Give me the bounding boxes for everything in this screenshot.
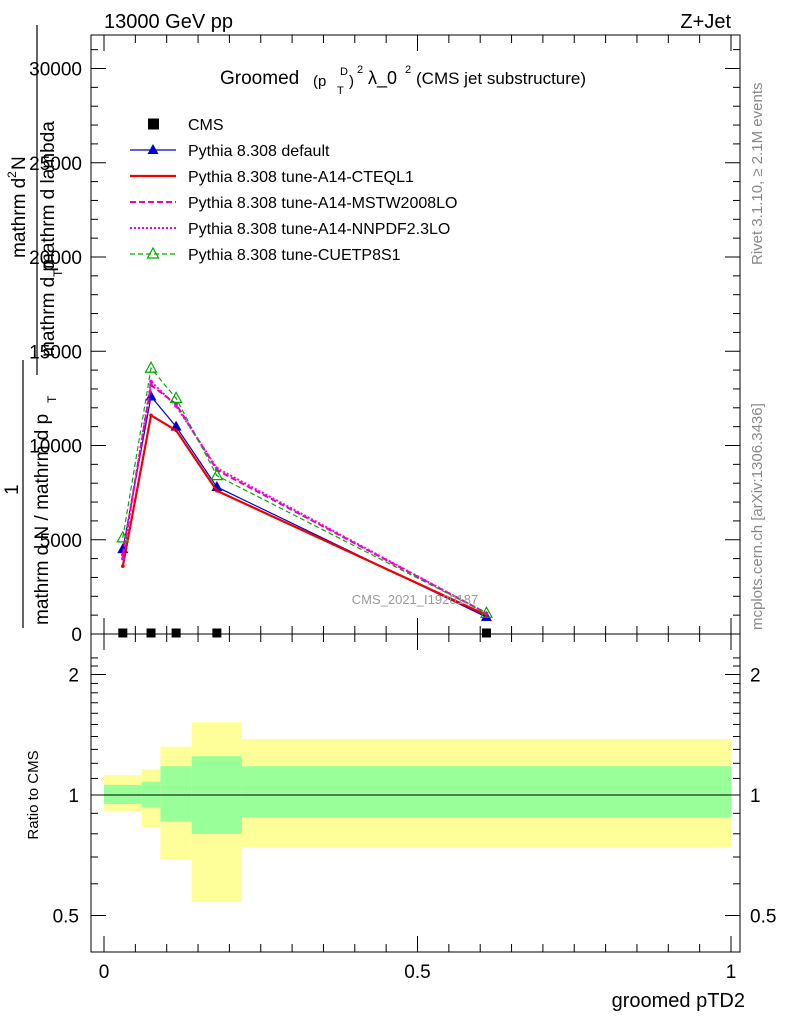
data-point-cms bbox=[146, 628, 156, 638]
ratio-tick-label-left: 0.5 bbox=[53, 907, 79, 928]
ratio-tick-label-right: 1 bbox=[750, 786, 761, 807]
title-p-close: ) bbox=[349, 73, 354, 90]
data-point-triangle bbox=[147, 144, 159, 154]
ratio-tick-label-left: 1 bbox=[68, 786, 79, 807]
data-point-cms bbox=[171, 628, 181, 638]
title-sup2: 2 bbox=[357, 64, 363, 76]
data-point-dot bbox=[215, 488, 219, 493]
legend-item: Pythia 8.308 tune-A14-MSTW2008LO bbox=[130, 195, 457, 212]
legend-label: Pythia 8.308 tune-CUETP8S1 bbox=[188, 247, 401, 264]
ylabel-frac-part1-sub: T bbox=[51, 269, 65, 277]
ratio-band-green bbox=[160, 766, 192, 822]
title-main: Groomed bbox=[220, 68, 299, 89]
y-tick-label-main: 30000 bbox=[29, 60, 82, 81]
legend-item: CMS bbox=[148, 117, 224, 134]
ylabel-frac-part1: mathrm d p bbox=[38, 261, 59, 357]
data-point-cms bbox=[481, 628, 491, 638]
y-tick-label-main: 10000 bbox=[29, 437, 82, 458]
legend-item: Pythia 8.308 tune-A14-NNPDF2.3LO bbox=[130, 221, 450, 238]
legend-swatch-square bbox=[148, 118, 159, 130]
data-point-dot bbox=[121, 556, 125, 561]
ylabel-numerator-n: N bbox=[9, 156, 30, 170]
legend-label: Pythia 8.308 tune-A14-CTEQL1 bbox=[188, 169, 414, 186]
series-pythia-8-308-tune-a14-nnpdf2-3lo bbox=[121, 379, 489, 616]
watermark: CMS_2021_I1920187 bbox=[352, 592, 479, 607]
y-tick-label-main: 5000 bbox=[40, 531, 82, 552]
data-point-open-triangle bbox=[144, 360, 158, 373]
ratio-tick-label-right: 2 bbox=[750, 666, 761, 687]
data-point-open-triangle bbox=[146, 246, 160, 259]
data-point-open-triangle bbox=[210, 468, 224, 481]
legend-label: Pythia 8.308 default bbox=[188, 143, 330, 160]
ratio-band-green bbox=[104, 784, 142, 804]
ratio-tick-label-left: 2 bbox=[68, 666, 79, 687]
ratio-bands bbox=[104, 722, 731, 903]
title-sub1: T bbox=[337, 85, 344, 97]
series-pythia-8-308-tune-cuetp8s1 bbox=[116, 360, 493, 618]
data-point-dot bbox=[215, 466, 219, 470]
legend: CMS Pythia 8.308 default Pythia 8.308 tune… bbox=[130, 117, 457, 264]
legend-label: CMS bbox=[188, 117, 224, 134]
ylabel-denominator-sub: T bbox=[45, 395, 59, 403]
x-tick-label: 0 bbox=[99, 962, 110, 983]
data-point-open-triangle bbox=[116, 530, 130, 543]
ratio-plot-frame bbox=[90, 633, 741, 953]
series-pythia-8-308-tune-a14-mstw2008lo bbox=[121, 383, 489, 616]
ratio-tick-label-right: 0.5 bbox=[750, 907, 776, 928]
ratio-y-label: Ratio to CMS bbox=[25, 750, 42, 839]
side-label-mcplots: mcplots.cern.ch [arXiv:1306.3436] bbox=[749, 403, 766, 630]
series-line bbox=[121, 379, 487, 615]
ylabel-numerator-top: mathrm d bbox=[9, 178, 30, 258]
ylabel-denominator: mathrm d N / mathrm d p bbox=[32, 414, 53, 625]
x-axis-label: groomed pTD2 bbox=[612, 990, 745, 1012]
ticks-layer: 0 5000 10000 15000 20000 25000 30000 0.5 0.5 1 1 2 2… bbox=[29, 35, 776, 983]
series-line bbox=[122, 366, 487, 614]
y-axis-label-main: mathrm d 2 N mathrm d p T mathrm d lambd… bbox=[2, 25, 65, 628]
series-cms bbox=[118, 628, 491, 638]
legend-label: Pythia 8.308 tune-A14-NNPDF2.3LO bbox=[188, 221, 450, 238]
legend-item: Pythia 8.308 tune-CUETP8S1 bbox=[130, 246, 401, 264]
ylabel-frac-part2: mathrm d lambda bbox=[38, 121, 59, 269]
header-left: 13000 GeV pp bbox=[104, 11, 233, 33]
ylabel-numerator-sup: 2 bbox=[5, 171, 19, 178]
data-point-open-triangle bbox=[479, 606, 493, 618]
data-point-dot bbox=[149, 379, 153, 384]
title-sup1: D bbox=[340, 66, 348, 78]
data-point-dot bbox=[121, 564, 125, 568]
legend-label: Pythia 8.308 tune-A14-MSTW2008LO bbox=[188, 195, 457, 212]
ylabel-one: 1 bbox=[2, 484, 23, 495]
ratio-band-green bbox=[241, 766, 731, 818]
data-point-cms bbox=[118, 628, 128, 638]
x-tick-label: 0.5 bbox=[404, 962, 430, 983]
data-point-dot bbox=[149, 413, 153, 418]
y-tick-label-main: 20000 bbox=[29, 248, 82, 269]
data-point-open-triangle bbox=[169, 391, 183, 403]
title-suffix: (CMS jet substructure) bbox=[416, 69, 586, 88]
y-tick-label-main: 15000 bbox=[29, 342, 82, 363]
series-line bbox=[121, 383, 487, 615]
legend-item: Pythia 8.308 default bbox=[130, 143, 330, 160]
side-label-rivet: Rivet 3.1.10, ≥ 2.1M events bbox=[749, 83, 766, 266]
data-point-cms bbox=[212, 628, 222, 638]
data-point-dot bbox=[174, 404, 178, 408]
y-tick-label-main: 25000 bbox=[29, 154, 82, 175]
x-tick-label: 1 bbox=[726, 962, 737, 983]
legend-item: Pythia 8.308 tune-A14-CTEQL1 bbox=[130, 169, 414, 186]
data-point-dot bbox=[174, 428, 178, 433]
title-lambda: λ_0 bbox=[368, 68, 397, 89]
header-right: Z+Jet bbox=[680, 11, 731, 33]
chart-title: Groomed (p D T ) 2 λ_0 2 (CMS jet substr… bbox=[220, 64, 586, 97]
series-layer bbox=[116, 360, 493, 638]
y-tick-label-main: 0 bbox=[71, 625, 82, 646]
title-p-open: (p bbox=[313, 73, 326, 90]
title-sup3: 2 bbox=[405, 64, 411, 76]
